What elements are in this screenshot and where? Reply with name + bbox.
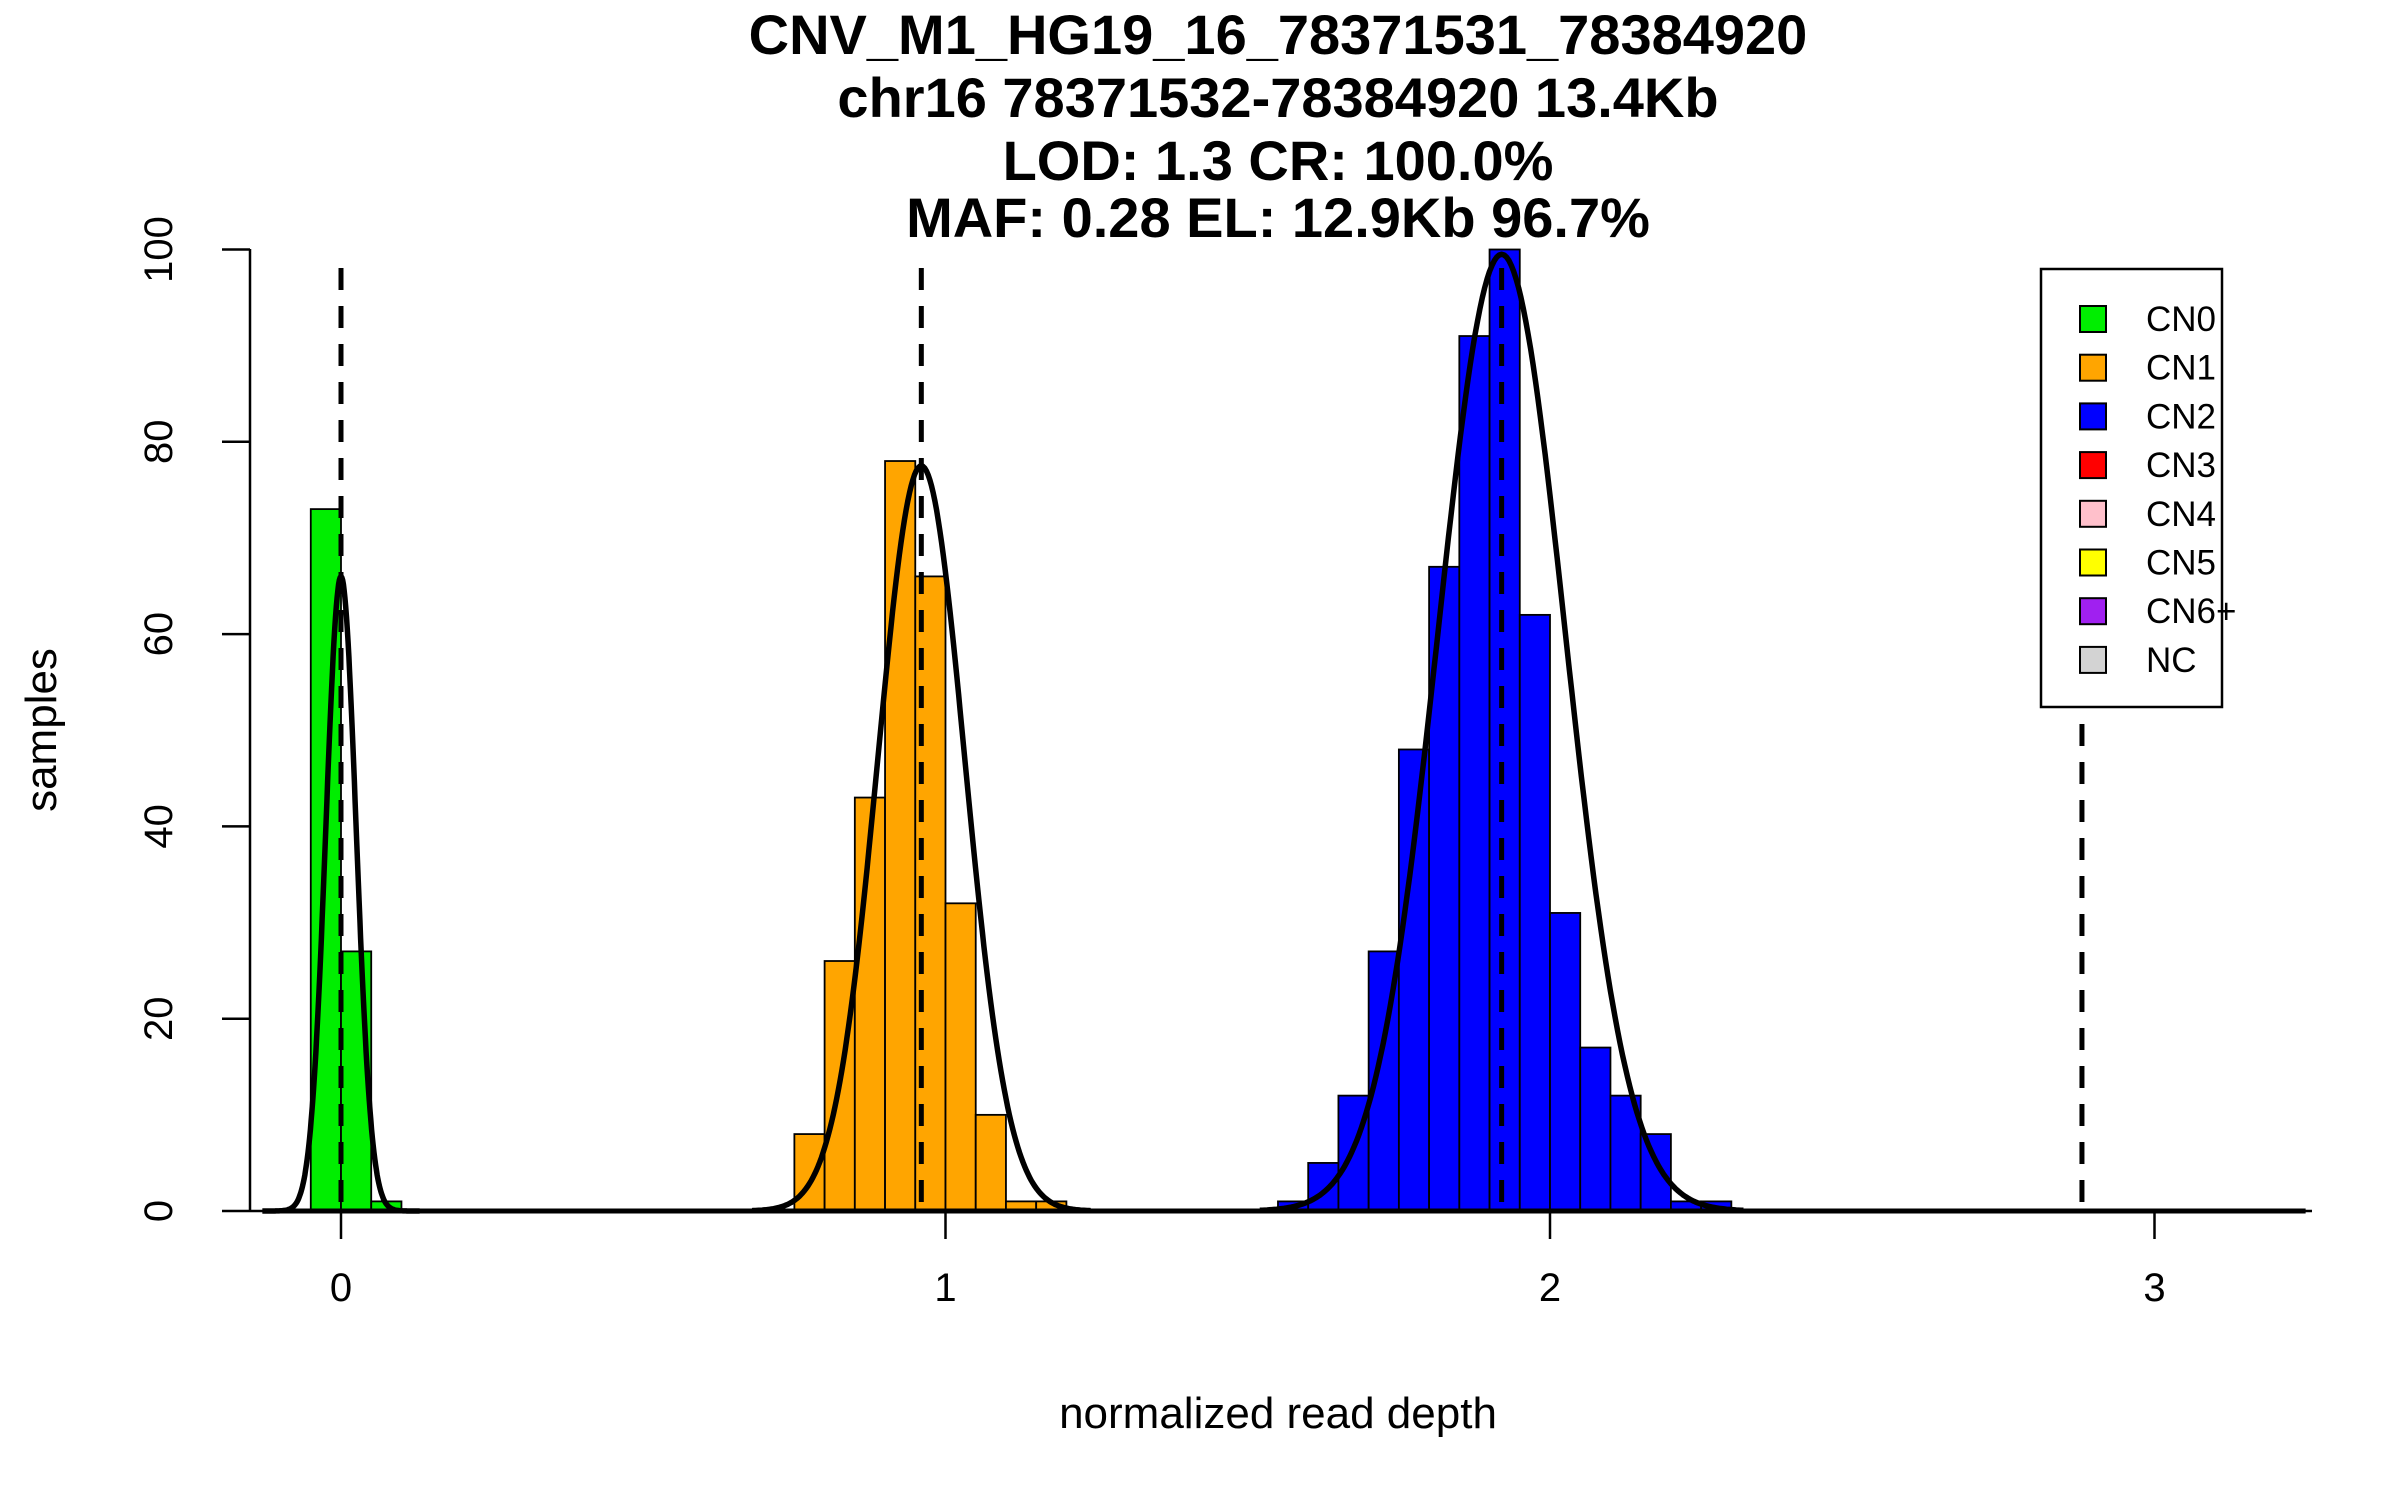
bar-cn2-1 <box>1307 1162 1340 1212</box>
bar-cn1-6 <box>974 1113 1007 1212</box>
legend-swatch-cn3 <box>2079 451 2107 480</box>
legend-label-cn6plus: CN6+ <box>2146 592 2236 631</box>
y-axis-label: samples <box>17 648 66 812</box>
y-tick-label-3: 60 <box>137 612 181 657</box>
y-tick-label-5: 100 <box>137 216 181 283</box>
title-line-3: LOD: 1.3 CR: 100.0% <box>1003 129 1554 192</box>
legend-box <box>2039 267 2224 709</box>
legend-swatch-cn2 <box>2079 402 2107 431</box>
bar-cn2-8 <box>1518 613 1551 1212</box>
legend-swatch-cn6plus <box>2079 597 2107 626</box>
legend-label-cn2: CN2 <box>2146 397 2216 436</box>
legend-swatch-cn4 <box>2079 499 2107 528</box>
x-axis: 0 1 2 3 <box>250 1209 2312 1310</box>
legend-label-cn5: CN5 <box>2146 544 2216 583</box>
legend-label-cn0: CN0 <box>2146 300 2216 339</box>
legend-swatch-nc <box>2079 645 2107 674</box>
title-line-2: chr16 78371532-78384920 13.4Kb <box>837 66 1718 129</box>
y-tick-label-2: 40 <box>137 804 181 849</box>
histogram-bars <box>309 248 1733 1212</box>
y-axis: 0 20 40 60 80 100 <box>137 216 252 1222</box>
x-axis-label: normalized read depth <box>1059 1389 1497 1438</box>
legend-swatch-cn1 <box>2079 353 2107 382</box>
legend-label-cn3: CN3 <box>2146 446 2216 485</box>
bar-cn2-6 <box>1458 335 1491 1212</box>
legend: CN0 CN1 CN2 CN3 CN4 CN5 CN6+ NC <box>2039 267 2236 709</box>
x-tick-label-1: 1 <box>934 1266 956 1310</box>
bar-cn2-12 <box>1639 1133 1672 1212</box>
legend-label-cn4: CN4 <box>2146 495 2216 534</box>
bar-cn1-5 <box>944 902 977 1212</box>
legend-swatch-cn0 <box>2079 305 2107 333</box>
fitted-curves <box>260 251 2306 1214</box>
y-tick-label-0: 0 <box>137 1200 181 1222</box>
x-tick-label-0: 0 <box>330 1266 352 1310</box>
fitted-curve-2 <box>1259 251 1744 1214</box>
y-tick-label-1: 20 <box>137 996 181 1040</box>
bar-cn2-7 <box>1488 248 1521 1212</box>
y-tick-label-4: 80 <box>137 420 181 465</box>
x-tick-label-2: 2 <box>1539 1266 1561 1310</box>
title-line-4: MAF: 0.28 EL: 12.9Kb 96.7% <box>906 186 1650 249</box>
bar-cn2-4 <box>1397 748 1431 1212</box>
cn-dashed-lines <box>338 268 2085 1211</box>
title-line-1: CNV_M1_HG19_16_78371531_78384920 <box>749 3 1808 66</box>
bar-cn2-10 <box>1579 1046 1612 1212</box>
x-tick-label-3: 3 <box>2143 1266 2165 1310</box>
bar-cn2-9 <box>1549 912 1582 1212</box>
legend-label-cn1: CN1 <box>2146 349 2216 388</box>
chart-title: CNV_M1_HG19_16_78371531_78384920 chr16 7… <box>749 3 1808 249</box>
bar-cn1-3 <box>884 460 917 1212</box>
legend-swatch-cn5 <box>2079 548 2107 577</box>
legend-label-nc: NC <box>2146 641 2197 680</box>
